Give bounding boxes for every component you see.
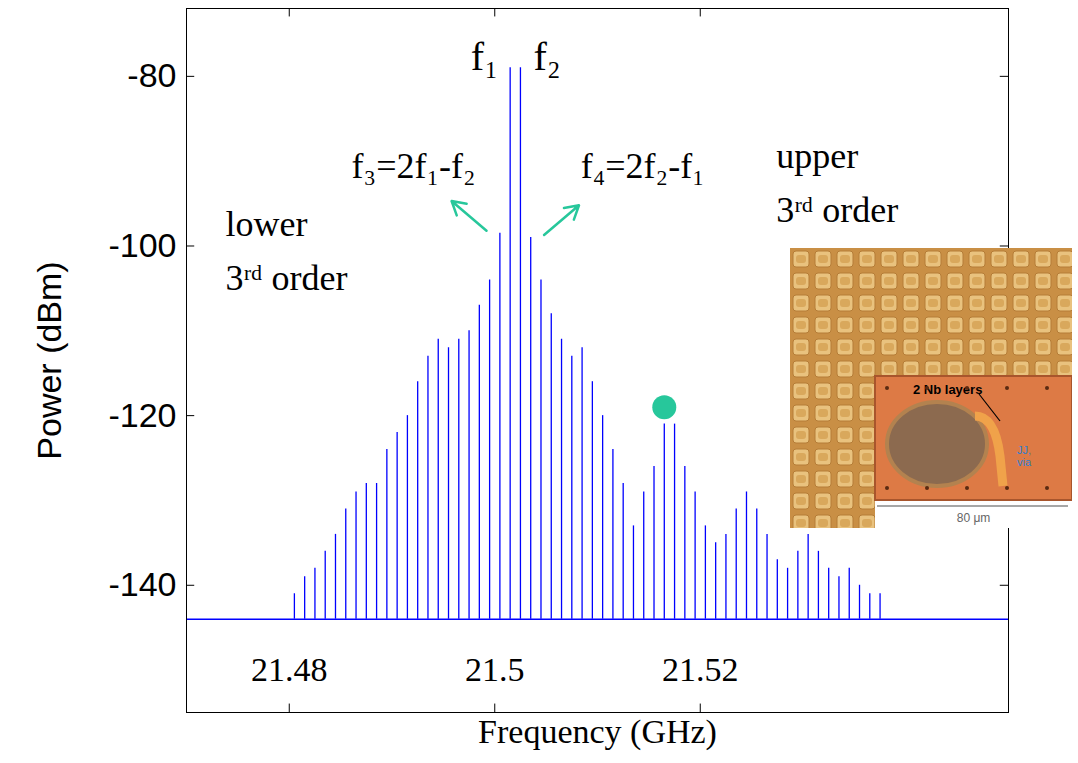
svg-text:f₄=2f₂-f₁: f₄=2f₂-f₁: [581, 146, 705, 186]
svg-text:2 Nb layers: 2 Nb layers: [913, 382, 982, 397]
svg-text:-80: -80: [127, 56, 176, 94]
svg-text:21.52: 21.52: [662, 651, 739, 688]
svg-text:-140: -140: [108, 565, 176, 603]
svg-text:f₁: f₁: [471, 34, 498, 79]
svg-text:Frequency (GHz): Frequency (GHz): [478, 713, 717, 751]
svg-text:21.5: 21.5: [465, 651, 525, 688]
svg-text:Power (dBm): Power (dBm): [30, 261, 68, 459]
svg-text:21.48: 21.48: [251, 651, 328, 688]
svg-text:80 μm: 80 μm: [957, 511, 991, 525]
svg-text:JJ,via: JJ,via: [1017, 444, 1032, 468]
svg-text:f₂: f₂: [534, 34, 561, 79]
svg-text:upper3ʳᵈ order: upper3ʳᵈ order: [776, 136, 898, 230]
svg-text:lower3ʳᵈ order: lower3ʳᵈ order: [226, 204, 348, 298]
svg-text:f₃=2f₁-f₂: f₃=2f₁-f₂: [352, 146, 476, 186]
svg-text:-120: -120: [108, 396, 176, 434]
svg-text:-100: -100: [108, 226, 176, 264]
